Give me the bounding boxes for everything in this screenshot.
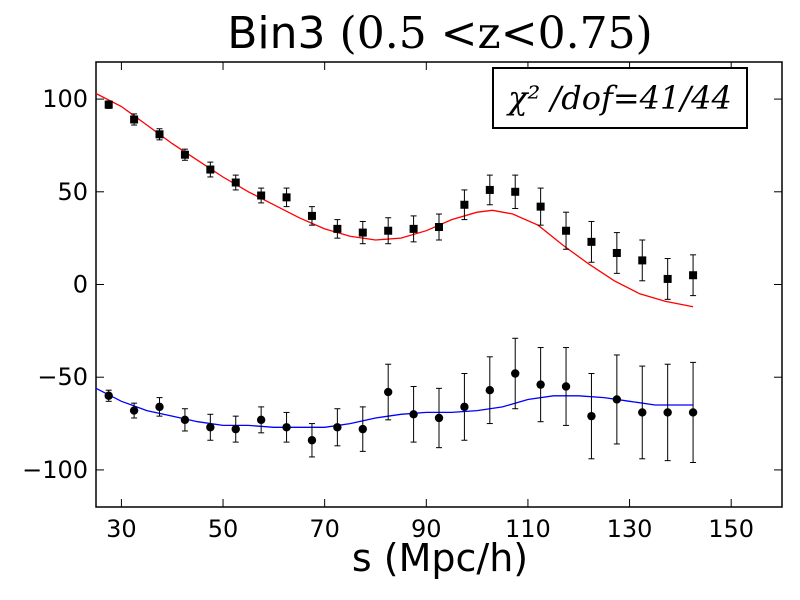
x-tick-label: 110 — [505, 515, 551, 543]
quadrupole-data-point — [129, 406, 139, 415]
quadrupole-data-point — [638, 408, 647, 417]
y-tick-label: 100 — [42, 85, 88, 113]
monopole-data-point — [612, 248, 621, 257]
quadrupole-data-point — [536, 380, 545, 389]
quadrupole-data-point — [231, 424, 240, 434]
monopole-data-point — [435, 223, 443, 232]
data-markers — [104, 100, 698, 445]
x-tick-label: 50 — [208, 515, 239, 543]
quadrupole-data-point — [155, 402, 164, 412]
monopole-data-point — [104, 100, 113, 109]
quadrupole-data-point — [206, 423, 215, 432]
monopole-data-point — [130, 115, 139, 124]
x-tick-label: 150 — [708, 515, 754, 543]
quadrupole-data-point — [485, 385, 495, 395]
chi-square-text: χ² /dof=41/44 — [508, 79, 732, 117]
x-tick-label: 90 — [411, 515, 442, 543]
quadrupole-data-point — [282, 423, 291, 432]
quadrupole-data-point — [511, 369, 520, 378]
quadrupole-data-point — [663, 408, 672, 417]
monopole-data-point — [384, 226, 393, 235]
quadrupole-data-point — [256, 415, 266, 425]
monopole-data-point — [155, 130, 164, 139]
monopole-data-point — [689, 271, 698, 280]
monopole-model-line — [95, 92, 694, 308]
monopole-data-point — [562, 226, 571, 235]
y-tick-label: 0 — [73, 271, 88, 299]
y-tick-label: −100 — [22, 456, 88, 484]
chi-square-annotation: χ² /dof=41/44 — [492, 67, 748, 129]
quadrupole-data-point — [333, 423, 342, 432]
quadrupole-data-point — [180, 415, 190, 425]
quadrupole-data-point — [612, 395, 622, 404]
x-tick-label: 30 — [106, 515, 137, 543]
monopole-data-point — [231, 178, 240, 187]
monopole-data-point — [358, 228, 367, 237]
monopole-data-point — [257, 191, 266, 200]
monopole-data-point — [587, 237, 596, 246]
monopole-data-point — [460, 200, 469, 209]
quadrupole-data-point — [460, 402, 469, 412]
monopole-data-point — [282, 193, 291, 202]
y-tick-label: 50 — [57, 178, 88, 206]
quadrupole-data-point — [561, 382, 571, 391]
monopole-data-point — [307, 211, 316, 220]
monopole-data-point — [206, 165, 215, 174]
quadrupole-data-point — [358, 424, 367, 434]
monopole-data-point — [536, 202, 545, 211]
quadrupole-data-point — [104, 391, 113, 400]
quadrupole-data-point — [688, 408, 698, 417]
x-tick-label: 130 — [607, 515, 653, 543]
monopole-data-point — [409, 224, 418, 233]
quadrupole-data-point — [434, 413, 444, 423]
monopole-data-point — [333, 224, 342, 233]
quadrupole-data-point — [587, 411, 596, 421]
chart-title-redshift-range: (0.5 <z<0.75) — [339, 8, 653, 59]
monopole-data-point — [663, 274, 672, 283]
x-axis-label: s (Mpc/h) — [351, 536, 529, 580]
chart-title-main: Bin3 — [227, 8, 326, 59]
quadrupole-data-point — [409, 410, 418, 419]
monopole-data-point — [180, 150, 189, 159]
quadrupole-data-point — [307, 436, 317, 445]
monopole-data-point — [485, 185, 494, 194]
chart-title: Bin3 (0.5 <z<0.75) — [0, 8, 800, 59]
y-tick-label: −50 — [37, 363, 88, 391]
quadrupole-data-point — [383, 387, 393, 397]
axis-ticks: 30 50 70 90 110 130 150 100 50 0 −50 −100 — [22, 62, 782, 543]
x-tick-label: 70 — [309, 515, 340, 543]
monopole-data-point — [511, 187, 520, 196]
monopole-data-point — [638, 256, 647, 265]
